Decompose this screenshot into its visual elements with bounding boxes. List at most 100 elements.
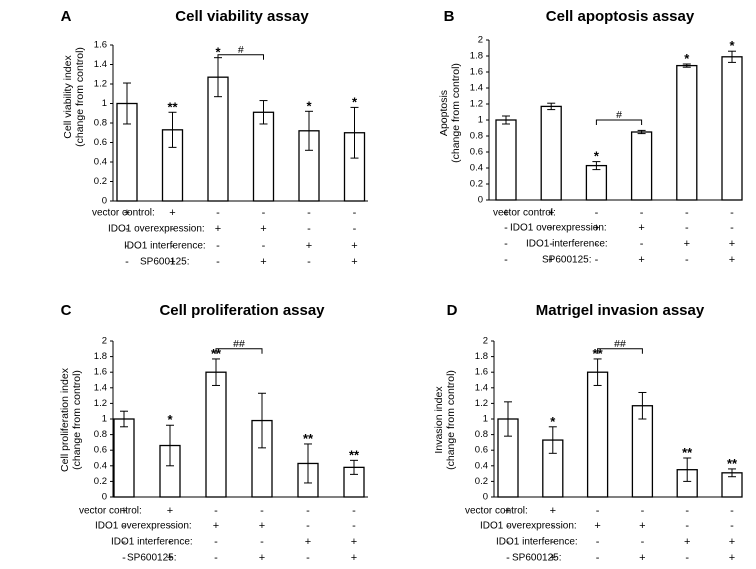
panel-b-condition-mark: +: [593, 222, 599, 234]
panel-a-condition-mark: -: [307, 207, 311, 219]
panel-d-bracket: [597, 348, 643, 354]
panel-c-condition-mark: +: [259, 552, 265, 564]
panel-a-condition-mark: -: [125, 256, 129, 268]
panel-b-letter: B: [444, 8, 455, 25]
panel-b-ytick-label: 1.6: [470, 67, 483, 78]
panel-d-condition-mark: -: [641, 505, 645, 517]
panel-a-ytick-label: 0: [102, 196, 107, 207]
panel-c-significance-label: *: [167, 412, 173, 427]
panel-b-condition-mark: -: [685, 254, 689, 266]
panel-b-condition-mark: +: [729, 238, 735, 250]
panel-b-ytick-label: 2: [478, 35, 483, 46]
panel-b-condition-mark: -: [504, 222, 508, 234]
panel-d-condition-mark: -: [506, 536, 510, 548]
panel-d-ytick-label: 1.8: [475, 351, 488, 362]
panel-d-condition-mark: -: [506, 520, 510, 532]
panel-b-condition-mark: -: [549, 238, 553, 250]
panel-c-condition-mark: -: [306, 552, 310, 564]
panel-c-condition-ido1-interference: IDO1 interference:: [111, 537, 193, 548]
panel-a-condition-mark: -: [171, 240, 175, 252]
panel-c-letter: C: [61, 302, 72, 319]
panel-d-bracket-label: ##: [614, 338, 626, 350]
panel-c-condition-ido1-overexpression: IDO1 overexpression:: [95, 521, 192, 532]
panel-c-condition-mark: +: [213, 520, 219, 532]
panel-b-condition-mark: +: [503, 207, 509, 219]
panel-c-ytick-label: 0: [102, 492, 107, 503]
panel-c-condition-mark: -: [306, 505, 310, 517]
panel-b-bar: [676, 64, 698, 201]
panel-a-condition-mark: -: [262, 240, 266, 252]
panel-a-condition-mark: -: [171, 223, 175, 235]
panel-c-condition-mark: +: [167, 552, 173, 564]
panel-c-ytick-label: 1.4: [94, 382, 107, 393]
panel-b-condition-mark: -: [549, 222, 553, 234]
panel-d-ytick-label: 0.6: [475, 445, 488, 456]
panel-b-ytick-label: 0.4: [470, 163, 483, 174]
panel-c-condition-mark: -: [214, 536, 218, 548]
panel-a-condition-mark: +: [306, 240, 312, 252]
panel-a-condition-ido1-overexpression: IDO1 overexpression:: [108, 224, 205, 235]
panel-a-condition-mark: +: [169, 256, 175, 268]
panel-c-ylabel-line: (change from control): [71, 370, 83, 470]
panel-c-condition-mark: -: [168, 536, 172, 548]
panel-d-condition-mark: -: [685, 520, 689, 532]
panel-b-ytick-label: 1: [478, 115, 483, 126]
panel-d: D Matrigel invasion assay Invasion index(c…: [433, 302, 743, 564]
panel-a-title: Cell viability assay: [175, 8, 309, 25]
panel-b-bracket-label: #: [616, 109, 622, 121]
panel-b-condition-sp600125: SP600125:: [542, 255, 592, 266]
panel-a: A Cell viability assay Cell viability inde…: [61, 8, 368, 268]
panel-c-condition-mark: -: [122, 536, 126, 548]
panel-d-significance-label: *: [550, 414, 556, 429]
panel-c-bracket: [215, 348, 263, 354]
panel-a-ytick-label: 0.6: [94, 137, 107, 148]
panel-c-significance-label: **: [303, 431, 314, 446]
panel-c-ylabel: Cell proliferation index(change from con…: [59, 367, 83, 472]
panel-a-condition-ido1-interference: IDO1 interference:: [124, 241, 206, 252]
panel-b-condition-mark: +: [684, 238, 690, 250]
panel-d-ytick-label: 0.4: [475, 460, 488, 471]
panel-b-ytick-label: 0.2: [470, 179, 483, 190]
panel-b-bar: [540, 105, 562, 201]
panel-d-significance-label: **: [727, 456, 738, 471]
panel-d-condition-ido1-overexpression: IDO1 overexpression:: [480, 521, 577, 532]
panel-a-condition-mark: -: [353, 207, 357, 219]
panel-d-ytick-label: 1.4: [475, 382, 488, 393]
panel-b-ytick-label: 1.8: [470, 51, 483, 62]
panel-a-condition-mark: -: [216, 256, 220, 268]
panel-a-condition-mark: -: [125, 240, 129, 252]
panel-a-condition-mark: -: [125, 223, 129, 235]
panel-c-ytick-label: 1.2: [94, 398, 107, 409]
panel-c-ytick-label: 2: [102, 336, 107, 347]
panel-b-condition-mark: -: [730, 207, 734, 219]
panel-b-condition-mark: -: [595, 238, 599, 250]
panel-a-ylabel-line: Cell viability index: [62, 55, 74, 139]
panel-c-title: Cell proliferation assay: [159, 302, 325, 319]
panel-b-condition-mark: -: [504, 238, 508, 250]
panel-a-condition-mark: +: [124, 207, 130, 219]
panel-a-significance-label: *: [352, 94, 358, 109]
panel-b-bar: [721, 56, 743, 201]
panel-a-condition-mark: -: [353, 223, 357, 235]
panel-c-condition-mark: -: [260, 505, 264, 517]
panel-d-ylabel: Invasion index(change from control): [433, 370, 457, 470]
panel-d-ylabel-line: Invasion index: [433, 386, 445, 454]
panel-d-condition-mark: +: [639, 552, 645, 564]
panel-a-ytick-label: 1.2: [94, 79, 107, 90]
panel-c-ylabel-line: Cell proliferation index: [59, 367, 71, 472]
panel-c-condition-vector-control: vector control:: [79, 506, 142, 517]
panel-c-condition-mark: -: [352, 520, 356, 532]
panel-c-condition-mark: -: [306, 520, 310, 532]
panel-c-condition-mark: -: [122, 552, 126, 564]
panel-d-condition-mark: -: [730, 505, 734, 517]
panel-c-condition-mark: -: [168, 520, 172, 532]
panel-a-ytick-label: 1: [102, 98, 107, 109]
panel-b-ytick-label: 1.2: [470, 99, 483, 110]
panel-b-condition-mark: -: [640, 238, 644, 250]
panel-a-condition-mark: -: [216, 240, 220, 252]
panel-a-condition-mark: -: [262, 207, 266, 219]
panel-a-bracket-label: #: [238, 44, 244, 56]
panel-c-ytick-label: 1.6: [94, 367, 107, 378]
panel-c-condition-mark: -: [214, 552, 218, 564]
panel-b-condition-ido1-interference: IDO1 interference:: [526, 239, 608, 250]
